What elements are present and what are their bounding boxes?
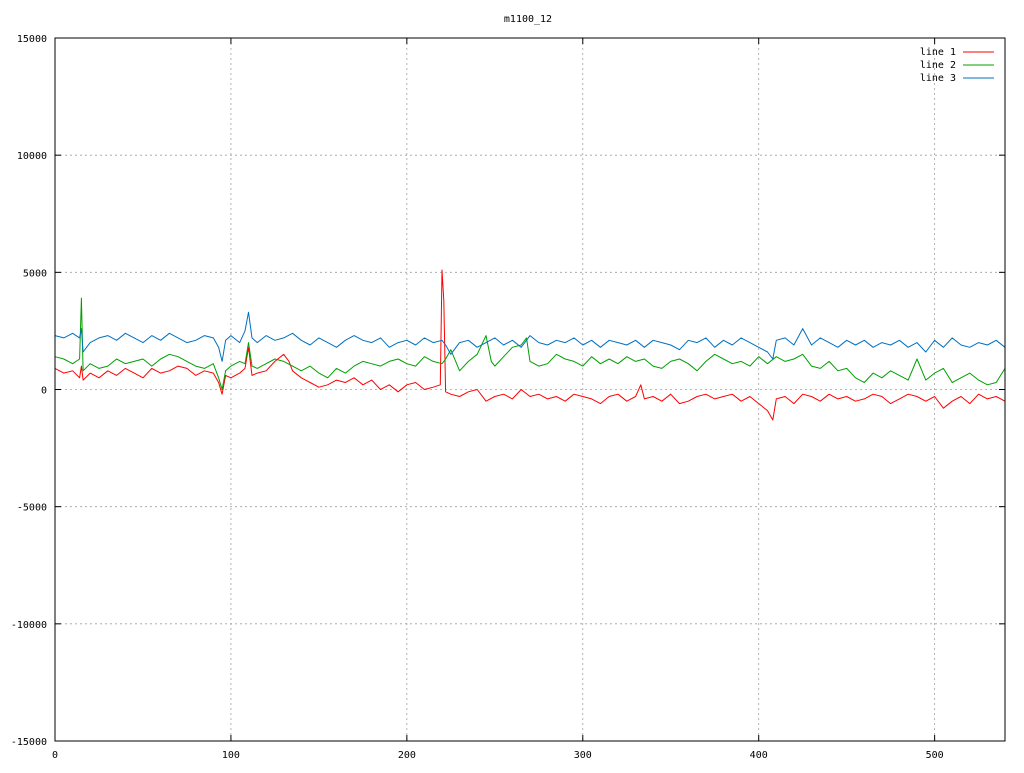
y-tick-label: 5000: [23, 268, 47, 279]
y-tick-label: 0: [41, 386, 47, 397]
series-line-3: [54, 311, 1006, 362]
y-tick-label: 15000: [17, 34, 47, 45]
legend-label: line 1: [920, 47, 956, 58]
x-tick-label: 400: [750, 750, 768, 761]
x-tick-label: 300: [574, 750, 592, 761]
legend: line 1 line 2 line 3: [920, 47, 994, 84]
x-tick-label: 0: [52, 750, 58, 761]
series-lines: [54, 269, 1006, 421]
y-tick-label: -10000: [11, 620, 47, 631]
axis-ticks: 0 100 200 300 400 500 15000 10000 5000 0 -5000 -100…: [11, 34, 1005, 761]
y-tick-label: 10000: [17, 151, 47, 162]
x-tick-label: 500: [926, 750, 944, 761]
y-tick-label: -5000: [17, 503, 47, 514]
series-line-2: [54, 297, 1006, 390]
x-tick-label: 100: [222, 750, 240, 761]
legend-label: line 2: [920, 60, 956, 71]
series-line-1: [54, 269, 1006, 421]
y-tick-label: -15000: [11, 737, 47, 748]
x-tick-label: 200: [398, 750, 416, 761]
grid: [55, 38, 1005, 741]
legend-label: line 3: [920, 73, 956, 84]
chart-title: m1100_12: [504, 14, 552, 25]
